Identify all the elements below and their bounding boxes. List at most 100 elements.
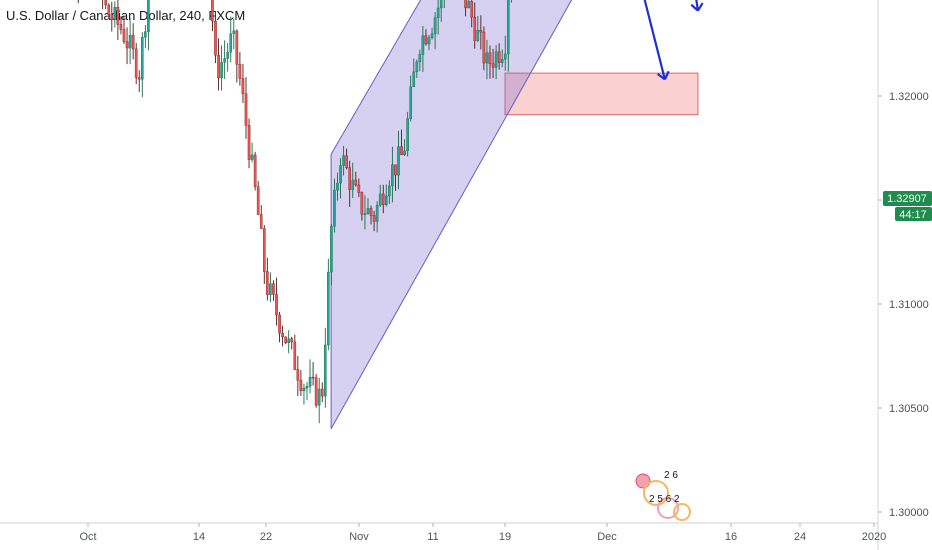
candle	[140, 32, 144, 98]
x-tick-label: 11	[427, 531, 438, 543]
x-tick-label: Oct	[79, 531, 96, 543]
candle	[464, 0, 467, 17]
candle	[369, 205, 373, 225]
candle	[125, 27, 129, 65]
candle	[473, 2, 477, 49]
channel-upper-line[interactable]	[330, 0, 648, 155]
candle	[418, 49, 422, 72]
candle	[308, 359, 312, 394]
x-tick-label: 14	[193, 531, 205, 543]
x-tick-label: 19	[499, 531, 511, 543]
channel-lower-line[interactable]	[330, 0, 648, 430]
watermark-line2: 2 5 6 2	[649, 494, 680, 505]
x-tick-label: Dec	[597, 531, 617, 543]
candle	[241, 63, 245, 104]
watermark-emblem: 2 6 2 5 6 2	[635, 470, 691, 521]
candle	[211, 0, 214, 32]
candle	[302, 383, 306, 405]
candle	[360, 191, 364, 221]
candle	[147, 0, 150, 51]
candle	[317, 378, 321, 424]
candle	[494, 45, 498, 80]
candle	[443, 0, 445, 9]
candle	[119, 16, 123, 35]
candle	[262, 225, 266, 284]
candle	[424, 29, 428, 46]
candle	[287, 330, 290, 354]
candle	[409, 75, 412, 122]
candle	[430, 27, 434, 40]
candle	[290, 336, 294, 350]
candle	[116, 0, 120, 41]
chart-title: U.S. Dollar / Canadian Dollar, 240, FXCM	[6, 8, 246, 23]
candle	[281, 325, 284, 347]
candle	[253, 151, 257, 191]
y-tick-label: 1.30500	[889, 403, 929, 415]
candle	[339, 158, 342, 199]
candle	[351, 162, 355, 199]
candle	[363, 195, 367, 230]
candle	[479, 15, 483, 50]
candle	[278, 311, 281, 343]
watermark-line1: 2 6	[664, 470, 678, 481]
y-tick-label: 1.31000	[889, 299, 929, 311]
resistance-zone-2	[504, 72, 699, 116]
candle	[394, 164, 397, 191]
candle	[232, 19, 236, 50]
candle	[311, 362, 315, 386]
candle	[305, 381, 309, 400]
projection-arrow-1[interactable]	[640, 0, 670, 81]
candle	[421, 25, 425, 73]
candle	[485, 39, 489, 80]
projection-arrow-2[interactable]	[673, 0, 704, 12]
candle	[131, 23, 135, 60]
candle	[439, 0, 443, 22]
candle	[137, 70, 141, 93]
y-tick-label: 1.30000	[889, 507, 929, 519]
candle	[391, 146, 394, 203]
candle	[427, 34, 431, 51]
candle	[381, 184, 385, 214]
countdown-value: 44:17	[899, 209, 927, 221]
candle	[296, 355, 300, 397]
candle	[229, 16, 233, 63]
candle	[320, 382, 324, 403]
candle	[400, 129, 403, 156]
candle	[247, 118, 251, 169]
candle	[77, 0, 79, 4]
candle	[397, 130, 400, 190]
candle	[476, 15, 480, 43]
x-tick-label: 22	[260, 531, 272, 543]
candle	[275, 277, 278, 326]
candle	[272, 280, 275, 301]
candle	[330, 223, 333, 286]
candle	[384, 184, 388, 207]
candle	[244, 77, 248, 139]
candle	[342, 145, 345, 176]
candle	[110, 1, 114, 32]
candle	[375, 201, 379, 233]
candle	[323, 327, 327, 408]
candle	[226, 42, 229, 72]
candle	[366, 198, 370, 215]
candle	[284, 336, 287, 344]
candle	[293, 334, 297, 371]
candle	[104, 0, 107, 10]
x-tick-label: 16	[725, 531, 737, 543]
candle	[403, 139, 406, 156]
current-price-badge: 1.32907 44:17	[883, 191, 932, 221]
candle	[497, 43, 501, 70]
current-price-value: 1.32907	[887, 193, 927, 205]
candle	[223, 40, 226, 79]
candle	[102, 0, 104, 10]
x-tick-label: 2020	[862, 531, 886, 543]
candle	[250, 142, 254, 163]
candle	[354, 171, 358, 187]
candle	[128, 17, 132, 65]
candle	[256, 180, 260, 215]
candle	[333, 178, 336, 233]
candle	[503, 35, 507, 71]
candle	[134, 42, 138, 85]
